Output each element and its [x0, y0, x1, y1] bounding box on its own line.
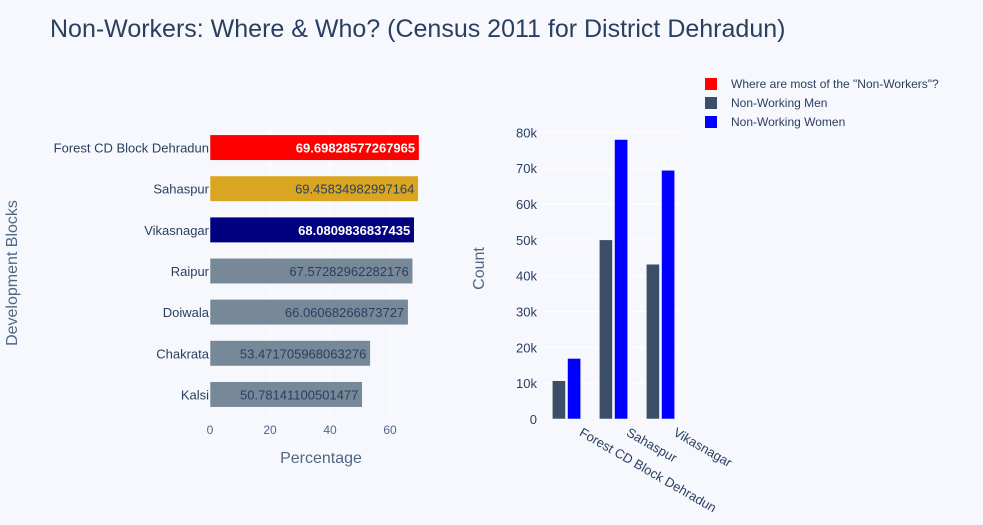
right-y-tick-label: 60k [516, 197, 537, 212]
legend: Where are most of the "Non-Workers"? Non-… [705, 77, 939, 129]
left-y-axis-title: Development Blocks [4, 200, 21, 346]
left-category-label: Chakrata [156, 346, 210, 361]
left-bar-value-label: 50.78141100501477 [240, 387, 358, 402]
legend-swatch [705, 116, 717, 128]
legend-label: Non-Working Women [731, 115, 845, 129]
right-bar [599, 239, 613, 420]
left-category-label: Forest CD Block Dehradun [54, 141, 209, 156]
left-bar [209, 257, 413, 285]
legend-swatch [705, 78, 717, 90]
legend-label: Where are most of the "Non-Workers"? [731, 77, 939, 91]
left-category-label: Raipur [171, 264, 210, 279]
left-bar [209, 340, 371, 367]
right-bar [661, 170, 675, 420]
right-y-tick-label: 50k [516, 233, 537, 248]
left-bar-value-label: 66.06068266873727 [285, 305, 404, 320]
right-y-tick-label: 40k [516, 269, 537, 284]
right-bar [567, 358, 581, 420]
right-bar [552, 380, 566, 420]
left-bar-value-label: 68.0809836837435 [298, 223, 410, 238]
right-bar [614, 139, 628, 420]
left-bar [209, 175, 419, 202]
left-category-label: Vikasnagar [144, 223, 209, 238]
left-bar [209, 381, 363, 408]
left-bar [209, 299, 409, 326]
page-title: Non-Workers: Where & Who? (Census 2011 f… [50, 15, 785, 43]
left-bar-value-label: 53.471705968063276 [240, 346, 367, 361]
left-bar [209, 216, 415, 243]
left-bar-value-label: 69.45834982997164 [295, 182, 414, 197]
left-x-tick-label: 0 [207, 423, 214, 437]
right-y-tick-label: 70k [516, 161, 537, 176]
left-bar-value-label: 69.69828577267965 [296, 141, 415, 156]
left-x-axis-title: Percentage [280, 450, 362, 467]
left-x-tick-label: 60 [383, 423, 397, 437]
left-category-label: Kalsi [181, 387, 209, 402]
legend-swatch [705, 97, 717, 109]
left-x-tick-label: 40 [323, 423, 337, 437]
left-bar [209, 134, 420, 161]
left-bar-chart: 69.69828577267965 Forest CD Block Dehradu… [4, 127, 420, 467]
left-bar-value-label: 67.57282962282176 [289, 264, 408, 279]
right-y-tick-label: 30k [516, 305, 537, 320]
left-category-label: Doiwala [163, 305, 210, 320]
left-x-tick-label: 20 [263, 423, 277, 437]
right-y-tick-label: 20k [516, 340, 537, 355]
right-y-tick-label: 10k [516, 376, 537, 391]
left-category-label: Sahaspur [153, 182, 209, 197]
legend-label: Non-Working Men [731, 96, 827, 110]
right-y-tick-label: 0 [530, 412, 537, 427]
right-bar [646, 263, 660, 420]
right-y-axis-title: Count [471, 247, 488, 290]
right-y-tick-label: 80k [516, 125, 537, 140]
